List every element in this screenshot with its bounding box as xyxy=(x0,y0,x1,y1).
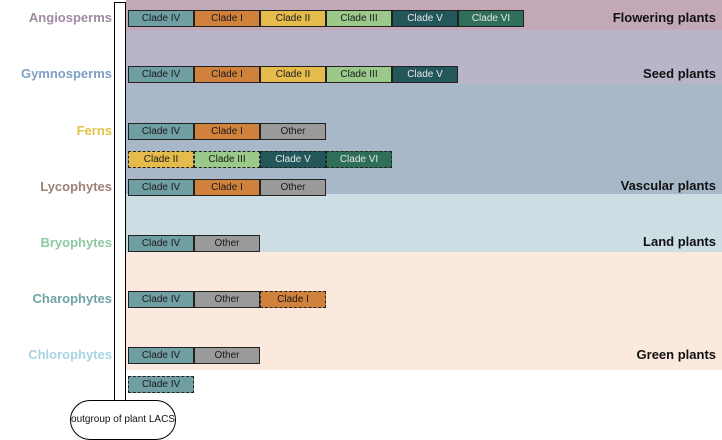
outgroup-node: outgroup of plant LACS xyxy=(70,400,176,440)
clade-box-clade-ii: Clade II xyxy=(260,66,326,83)
clade-row-bryophytes: Clade IV Other xyxy=(128,235,260,252)
band-label-land-plants: Land plants xyxy=(643,234,716,249)
clade-box-clade-iv: Clade IV xyxy=(128,179,194,196)
clade-box-clade-i: Clade I xyxy=(194,10,260,27)
clade-row-chlorophytes: Clade IV Other xyxy=(128,347,260,364)
clade-box-other: Other xyxy=(194,235,260,252)
clade-box-clade-i: Clade I xyxy=(194,123,260,140)
group-label-charophytes: Charophytes xyxy=(32,291,112,306)
clade-box-clade-iv: Clade IV xyxy=(128,235,194,252)
clade-box-clade-iv: Clade IV xyxy=(128,123,194,140)
group-label-chlorophytes: Chlorophytes xyxy=(28,347,112,362)
clade-box-clade-iii: Clade III xyxy=(326,10,392,27)
clade-box-clade-i: Clade I xyxy=(194,179,260,196)
group-label-gymnosperms: Gymnosperms xyxy=(20,66,112,81)
clade-box-clade-iv: Clade IV xyxy=(128,10,194,27)
clade-box-other: Other xyxy=(194,291,260,308)
clade-box-clade-i: Clade I xyxy=(194,66,260,83)
band-label-seed-plants: Seed plants xyxy=(643,66,716,81)
tree-trunk xyxy=(114,2,126,404)
clade-box-clade-i: Clade I xyxy=(260,291,326,308)
group-label-angiosperms: Angiosperms xyxy=(28,10,112,25)
clade-box-clade-v: Clade V xyxy=(392,66,458,83)
clade-row-ferns: Clade IV Clade I Other xyxy=(128,123,326,140)
clade-row-outgroup: Clade IV xyxy=(128,376,194,393)
clade-box-clade-vi: Clade VI xyxy=(326,151,392,168)
clade-row-ferns-extra: Clade II Clade III Clade V Clade VI xyxy=(128,151,392,168)
clade-box-other: Other xyxy=(260,123,326,140)
clade-box-clade-v: Clade V xyxy=(392,10,458,27)
clade-box-clade-ii: Clade II xyxy=(128,151,194,168)
band-label-green-plants: Green plants xyxy=(636,347,716,362)
group-label-ferns: Ferns xyxy=(76,123,112,138)
group-label-lycophytes: Lycophytes xyxy=(40,179,112,194)
clade-box-clade-vi: Clade VI xyxy=(458,10,524,27)
clade-box-clade-iv: Clade IV xyxy=(128,376,194,393)
clade-box-clade-iv: Clade IV xyxy=(128,66,194,83)
clade-row-lycophytes: Clade IV Clade I Other xyxy=(128,179,326,196)
clade-box-clade-iii: Clade III xyxy=(326,66,392,83)
group-label-bryophytes: Bryophytes xyxy=(40,235,112,250)
clade-box-clade-iv: Clade IV xyxy=(128,347,194,364)
clade-row-gymnosperms: Clade IV Clade I Clade II Clade III Clade V xyxy=(128,66,458,83)
band-label-vascular-plants: Vascular plants xyxy=(620,178,716,193)
clade-box-clade-iii: Clade III xyxy=(194,151,260,168)
clade-box-clade-v: Clade V xyxy=(260,151,326,168)
band-label-flowering-plants: Flowering plants xyxy=(612,10,716,25)
clade-row-charophytes: Clade IV Other Clade I xyxy=(128,291,326,308)
clade-box-other: Other xyxy=(194,347,260,364)
clade-box-other: Other xyxy=(260,179,326,196)
clade-box-clade-ii: Clade II xyxy=(260,10,326,27)
clade-box-clade-iv: Clade IV xyxy=(128,291,194,308)
